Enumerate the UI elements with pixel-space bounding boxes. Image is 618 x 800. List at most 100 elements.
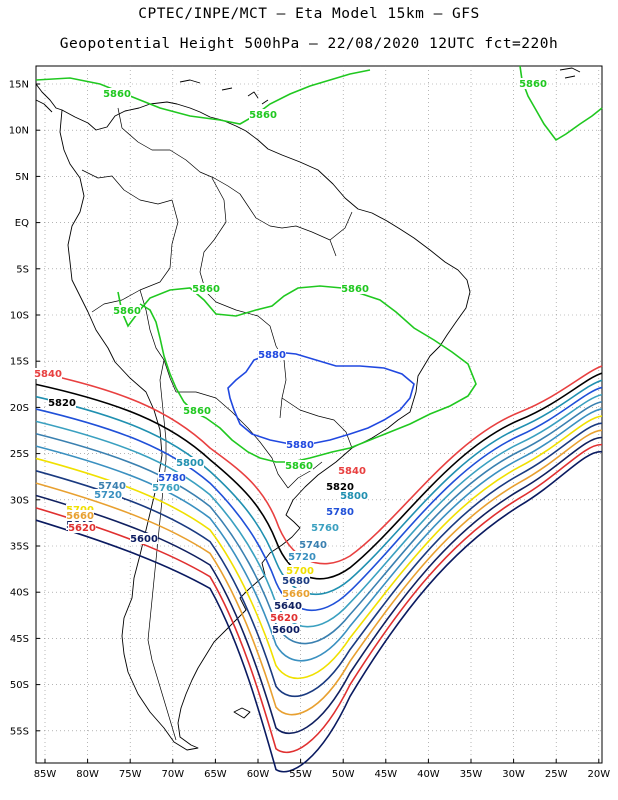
contour-label-bg xyxy=(326,481,354,492)
contour-label-bg xyxy=(176,457,204,468)
lon-tick-label: 85W xyxy=(34,769,57,780)
lat-tick-label: EQ xyxy=(15,218,29,229)
lon-tick-label: 45W xyxy=(374,769,397,780)
falkland-islands xyxy=(233,707,251,719)
contour-label: 5820 xyxy=(326,482,354,493)
contour-label-bg xyxy=(158,472,186,483)
lon-tick-label: 40W xyxy=(417,769,440,780)
contour-label: 5680 xyxy=(282,576,310,587)
contour-label-bg xyxy=(68,522,96,533)
contour-label-bg xyxy=(98,480,126,491)
contour-label-bg xyxy=(311,522,339,533)
contour-labels: 5860 5860 5860 5860 5860 5860 5860 5860 5880 5880… xyxy=(34,78,547,636)
contour-label-bg xyxy=(249,109,277,120)
contour-label: 5860 xyxy=(341,284,369,295)
contour-label-bg xyxy=(270,612,298,623)
contour-label-bg xyxy=(192,283,220,294)
contour-label-bg xyxy=(183,405,211,416)
contour-5700 xyxy=(35,415,603,680)
contour-label-bg xyxy=(272,624,300,635)
contour-5620 xyxy=(35,443,603,754)
contour-label: 5860 xyxy=(103,89,131,100)
lon-tick-label: 70W xyxy=(161,769,184,780)
contour-5660 xyxy=(35,429,603,716)
lat-tick-label: 5S xyxy=(16,264,29,275)
lat-tick-label: 20S xyxy=(10,403,29,414)
contour-label-bg xyxy=(130,533,158,544)
lat-tick-label: 40S xyxy=(10,588,29,599)
chart-title-line2: Geopotential Height 500hPa – 22/08/2020 … xyxy=(59,36,559,52)
lat-tick-label: 5N xyxy=(15,172,29,183)
contour-label-bg xyxy=(103,88,131,99)
south-america-coastline xyxy=(59,101,471,751)
lat-tick-label: 15S xyxy=(10,357,29,368)
contour-label-bg xyxy=(299,539,327,550)
contour-label-bg xyxy=(282,575,310,586)
contour-label-bg xyxy=(258,349,286,360)
lon-tick-label: 60W xyxy=(247,769,270,780)
lon-tick-label: 20W xyxy=(587,769,610,780)
contour-5720 xyxy=(35,408,603,662)
lon-tick-label: 30W xyxy=(502,769,525,780)
contour-label-bg xyxy=(285,460,313,471)
lat-tick-label: 10S xyxy=(10,311,29,322)
contour-label-bg xyxy=(48,397,76,408)
contour-label: 5720 xyxy=(94,490,122,501)
contour-label-bg xyxy=(338,465,366,476)
chart-title-line1: CPTEC/INPE/MCT – Eta Model 15km – GFS xyxy=(138,6,480,22)
contour-label-bg xyxy=(288,551,316,562)
contour-label-bg xyxy=(519,78,547,89)
contour-label: 5760 xyxy=(311,523,339,534)
lat-tick-label: 35S xyxy=(10,542,29,553)
contour-label-bg xyxy=(274,600,302,611)
axis-tick-labels: 15N 10N 5N EQ 5S 10S 15S 20S 25S 30S 35S 40S 45S 50S 5… xyxy=(9,80,610,781)
contour-label: 5740 xyxy=(98,481,126,492)
lon-tick-label: 65W xyxy=(204,769,227,780)
contour-label-bg xyxy=(94,489,122,500)
contour-label: 5880 xyxy=(286,440,314,451)
lat-tick-label: 55S xyxy=(10,726,29,737)
contour-label: 5820 xyxy=(48,398,76,409)
contour-label-bg xyxy=(286,565,314,576)
contour-label: 5840 xyxy=(34,369,62,380)
contour-label: 5800 xyxy=(176,458,204,469)
contour-label-bg xyxy=(286,439,314,450)
contour-label: 5860 xyxy=(519,79,547,90)
contour-label: 5660 xyxy=(66,511,94,522)
contour-5880 xyxy=(227,351,415,445)
contour-label: 5760 xyxy=(152,483,180,494)
lat-tick-label: 15N xyxy=(9,80,29,91)
contour-label-bg xyxy=(34,368,62,379)
contour-label: 5860 xyxy=(183,406,211,417)
contour-label: 5840 xyxy=(338,466,366,477)
contour-5600 xyxy=(35,450,603,773)
lon-tick-label: 75W xyxy=(119,769,142,780)
contour-label: 5780 xyxy=(158,473,186,484)
lat-tick-label: 10N xyxy=(9,126,29,137)
contour-label: 5600 xyxy=(130,534,158,545)
contour-label: 5880 xyxy=(258,350,286,361)
contour-label-bg xyxy=(66,504,94,515)
contour-label: 5720 xyxy=(288,552,316,563)
lon-tick-label: 25W xyxy=(545,769,568,780)
contour-5820 xyxy=(35,372,603,580)
coastlines-and-borders xyxy=(35,67,581,751)
central-america-coastline xyxy=(35,83,63,113)
contour-label-bg xyxy=(282,588,310,599)
contour-5680 xyxy=(35,422,603,698)
contour-5800 xyxy=(35,379,603,596)
contour-5740 xyxy=(35,400,603,645)
contour-label-bg xyxy=(152,482,180,493)
lon-tick-label: 80W xyxy=(76,769,99,780)
contour-label: 5780 xyxy=(326,507,354,518)
contour-label: 5700 xyxy=(286,566,314,577)
lat-tick-label: 50S xyxy=(10,680,29,691)
contour-label: 5860 xyxy=(249,110,277,121)
contour-label: 5860 xyxy=(192,284,220,295)
lon-tick-label: 50W xyxy=(332,769,355,780)
contour-label-bg xyxy=(341,283,369,294)
contour-label: 5800 xyxy=(340,491,368,502)
contour-label: 5640 xyxy=(274,601,302,612)
contour-label: 5860 xyxy=(113,306,141,317)
